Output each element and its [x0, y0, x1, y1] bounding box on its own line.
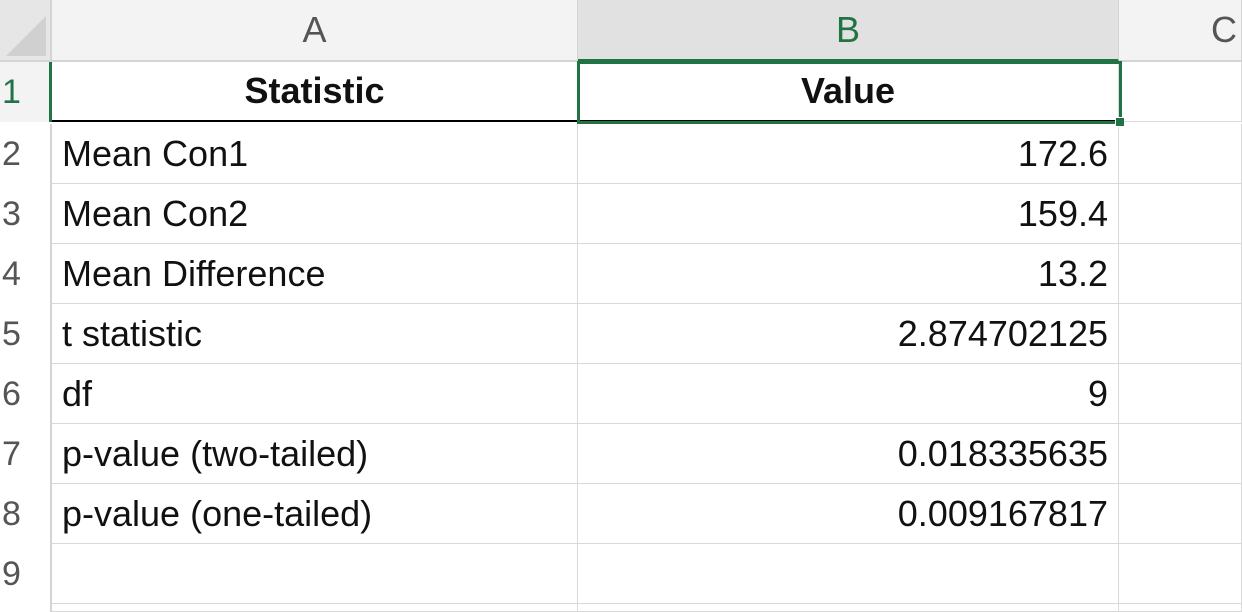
cell-c10-partial[interactable]	[1119, 604, 1242, 612]
column-header-a[interactable]: A	[52, 0, 578, 62]
cell-a6[interactable]: df	[52, 364, 578, 424]
column-header-c[interactable]: C	[1119, 0, 1242, 62]
row-header-7[interactable]: 7	[0, 424, 52, 484]
cell-c5[interactable]	[1119, 304, 1242, 364]
cell-c6[interactable]	[1119, 364, 1242, 424]
cell-c4[interactable]	[1119, 244, 1242, 304]
row-header-4[interactable]: 4	[0, 244, 52, 304]
cell-a3[interactable]: Mean Con2	[52, 184, 578, 244]
cell-c2[interactable]	[1119, 124, 1242, 184]
cell-a10-partial[interactable]	[52, 604, 578, 612]
row-header-6[interactable]: 6	[0, 364, 52, 424]
cell-b9[interactable]	[578, 544, 1119, 604]
cell-b8[interactable]: 0.009167817	[578, 484, 1119, 544]
cell-a7[interactable]: p-value (two-tailed)	[52, 424, 578, 484]
row-header-8[interactable]: 8	[0, 484, 52, 544]
select-all-triangle-icon	[6, 16, 46, 56]
cell-c3[interactable]	[1119, 184, 1242, 244]
cell-a5[interactable]: t statistic	[52, 304, 578, 364]
cell-c8[interactable]	[1119, 484, 1242, 544]
fill-handle[interactable]	[1115, 117, 1125, 127]
row-header-1[interactable]: 1	[0, 62, 52, 122]
cell-a8[interactable]: p-value (one-tailed)	[52, 484, 578, 544]
cell-b5[interactable]: 2.874702125	[578, 304, 1119, 364]
cell-c9[interactable]	[1119, 544, 1242, 604]
cell-a2[interactable]: Mean Con1	[52, 124, 578, 184]
cell-b2[interactable]: 172.6	[578, 124, 1119, 184]
cell-c7[interactable]	[1119, 424, 1242, 484]
row-header-9[interactable]: 9	[0, 544, 52, 604]
row-header-2[interactable]: 2	[0, 124, 52, 184]
select-all-corner[interactable]	[0, 0, 52, 62]
cell-a1[interactable]: Statistic	[52, 62, 578, 122]
cell-b1[interactable]: Value	[578, 62, 1119, 122]
cell-a9[interactable]	[52, 544, 578, 604]
row-header-3[interactable]: 3	[0, 184, 52, 244]
row-header-5[interactable]: 5	[0, 304, 52, 364]
cell-b3[interactable]: 159.4	[578, 184, 1119, 244]
cell-b4[interactable]: 13.2	[578, 244, 1119, 304]
cell-c1[interactable]	[1119, 62, 1242, 122]
row-header-10-partial[interactable]	[0, 604, 52, 612]
cell-b7[interactable]: 0.018335635	[578, 424, 1119, 484]
cell-b6[interactable]: 9	[578, 364, 1119, 424]
cell-a4[interactable]: Mean Difference	[52, 244, 578, 304]
cell-b10-partial[interactable]	[578, 604, 1119, 612]
column-header-b[interactable]: B	[578, 0, 1119, 62]
